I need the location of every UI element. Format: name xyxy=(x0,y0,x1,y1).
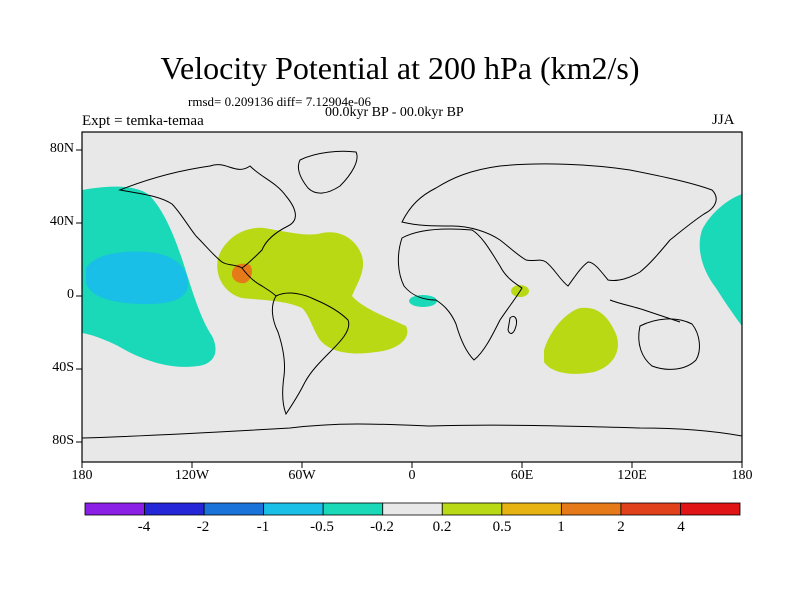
stats-line: rmsd= 0.209136 diff= 7.12904e-06 xyxy=(188,94,372,109)
colorbar xyxy=(84,502,741,516)
region-pacific-moderate-negative xyxy=(86,251,188,305)
x-axis-ticks xyxy=(81,462,743,468)
anomaly-regions xyxy=(82,186,742,374)
region-gulf-of-guinea-negative xyxy=(409,295,437,307)
region-indian-ocean-positive xyxy=(544,307,618,374)
x-tick-label-180w: 180 xyxy=(71,468,93,483)
coast-south-america xyxy=(271,292,350,416)
colorbar-label-3: -1 xyxy=(256,519,270,535)
coast-antarctica xyxy=(81,423,743,439)
x-tick-label-0: 0 xyxy=(408,468,416,483)
colorbar-swatch-7 xyxy=(441,502,503,516)
coast-madagascar xyxy=(507,315,517,334)
region-central-america-moderate-positive xyxy=(231,263,253,284)
period-label: 00.0kyr BP - 00.0kyr BP xyxy=(325,105,464,120)
y-tick-label-80n: 80N xyxy=(49,141,74,156)
colorbar-label-8: 1 xyxy=(557,519,565,535)
colorbar-swatch-6 xyxy=(382,502,443,516)
y-tick-label-0: 0 xyxy=(67,287,74,302)
region-atlantic-positive xyxy=(217,227,408,354)
map-title: Velocity Potential at 200 hPa (km2/s) xyxy=(160,50,640,86)
colorbar-label-7: 0.5 xyxy=(492,519,512,535)
region-west-pacific-negative xyxy=(699,194,742,326)
y-tick-label-40n: 40N xyxy=(49,214,74,229)
colorbar-label-10: 4 xyxy=(677,519,685,535)
coast-australia xyxy=(638,318,700,370)
colorbar-label-6: 0.2 xyxy=(432,519,452,535)
y-axis-ticks xyxy=(76,149,82,443)
colorbar-swatch-2 xyxy=(144,502,205,516)
coast-europe-asia xyxy=(401,163,717,287)
coast-central-america xyxy=(241,267,277,297)
colorbar-swatch-3 xyxy=(203,502,265,516)
colorbar-swatch-9 xyxy=(560,502,622,516)
colorbar-swatch-1 xyxy=(84,502,145,516)
experiment-label: Expt = temka-temaa xyxy=(82,113,204,129)
colorbar-label-9: 2 xyxy=(617,519,625,535)
coast-greenland xyxy=(297,150,358,194)
colorbar-label-5: -0.2 xyxy=(370,519,394,535)
coast-africa xyxy=(397,228,523,361)
colorbar-swatch-8 xyxy=(501,502,562,516)
x-tick-label-120e: 120E xyxy=(617,468,647,483)
coastlines xyxy=(81,150,743,439)
coast-north-america xyxy=(118,164,296,269)
y-tick-label-80s: 80S xyxy=(52,433,74,448)
season-label: JJA xyxy=(712,112,735,128)
colorbar-swatch-10 xyxy=(620,502,681,516)
x-tick-label-60e: 60E xyxy=(510,468,534,483)
y-tick-label-40s: 40S xyxy=(52,360,74,375)
colorbar-label-1: -4 xyxy=(137,519,151,535)
x-tick-label-120w: 120W xyxy=(174,468,210,483)
x-tick-label-180e: 180 xyxy=(731,468,753,483)
x-tick-label-60w: 60W xyxy=(288,468,316,483)
colorbar-label-2: -2 xyxy=(196,519,210,535)
colorbar-swatch-4 xyxy=(263,502,324,516)
colorbar-label-4: -0.5 xyxy=(310,519,334,535)
colorbar-swatch-5 xyxy=(322,502,384,516)
colorbar-swatch-11 xyxy=(680,502,741,516)
